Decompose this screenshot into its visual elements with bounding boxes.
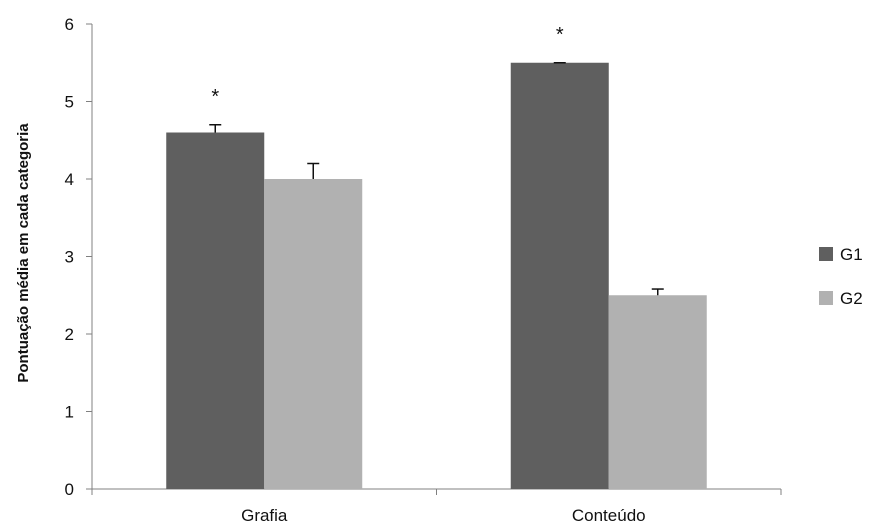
y-tick-label: 2 — [65, 325, 74, 344]
y-tick-label: 1 — [65, 403, 74, 422]
significance-marker: * — [556, 24, 564, 46]
y-tick-label: 5 — [65, 93, 74, 112]
bar-g2-conteudo — [608, 295, 707, 489]
x-tick-label-conteudo: Conteúdo — [572, 506, 646, 525]
error-bars — [209, 62, 664, 296]
bar-g1-grafia — [166, 132, 265, 489]
legend-swatch-g1 — [819, 247, 833, 261]
y-tick-label: 4 — [65, 170, 74, 189]
bars — [166, 62, 707, 489]
significance-marker: * — [211, 86, 219, 108]
bar-g1-conteudo — [510, 62, 609, 489]
bar-g2-grafia — [264, 179, 363, 489]
annotations: ** — [211, 24, 564, 108]
y-tick-label: 6 — [65, 15, 74, 34]
legend: G1 G2 — [819, 245, 863, 308]
y-tick-label: 0 — [65, 480, 74, 499]
legend-label-g2: G2 — [840, 289, 863, 308]
y-axis-title: Pontuação média em cada categoria — [15, 123, 32, 383]
legend-swatch-g2 — [819, 291, 833, 305]
y-tick-label: 3 — [65, 248, 74, 267]
legend-label-g1: G1 — [840, 245, 863, 264]
x-tick-label-grafia: Grafia — [241, 506, 288, 525]
